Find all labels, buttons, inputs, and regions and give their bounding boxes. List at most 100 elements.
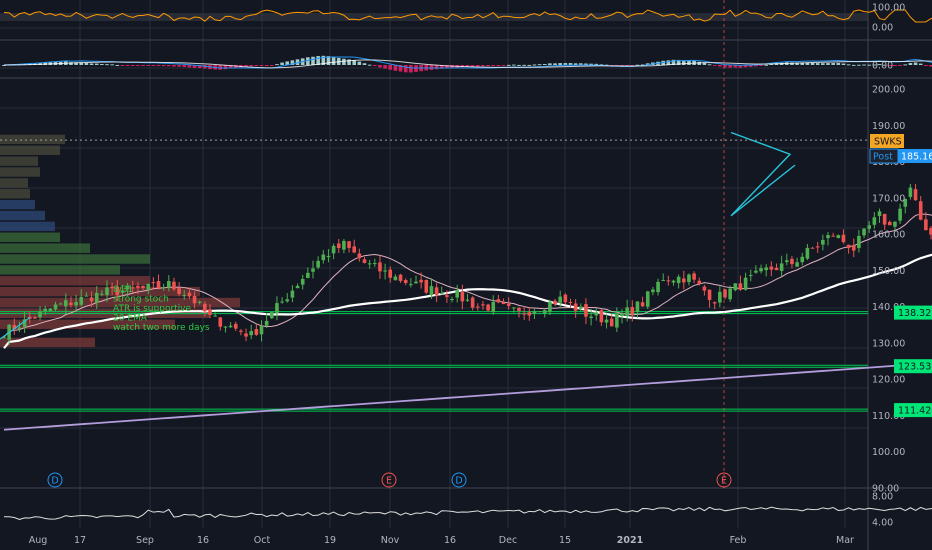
candle-body [486,304,490,311]
candle-body [409,284,413,286]
price-axis-label: 100.00 [872,447,905,458]
macd-bar [851,64,856,66]
macd-bar [712,65,717,66]
candle-body [888,221,892,226]
macd-bar [470,65,475,67]
candle-body [872,217,877,225]
candle-body [48,308,53,311]
macd-bar [367,64,372,66]
candle-body [378,262,382,272]
candle-body [383,270,387,272]
macd-bar [589,63,593,65]
candle-body [197,301,202,303]
macd-signal-line [3,59,932,69]
candle-body [403,280,408,283]
rsi-axis-label: 100.00 [872,3,905,14]
atr-axis-label: 8.00 [872,492,893,503]
macd-bar [2,65,6,66]
candle-body [439,293,444,295]
candle-body [790,258,794,265]
macd-bar [398,65,403,72]
candle-body [388,269,393,278]
macd-bar [553,63,557,65]
macd-bar [476,65,480,67]
candle-body [496,299,501,303]
macd-bar [491,65,496,67]
candle-body [58,303,63,305]
candle-body [826,235,830,239]
macd-bar [501,65,506,66]
macd-bar [810,62,815,65]
macd-bar [913,62,918,65]
macd-bar [331,57,336,65]
macd-bar [800,62,805,65]
candle-body [300,278,305,285]
candle-body [203,303,207,312]
candle-body [748,275,753,277]
macd-bar [645,63,650,65]
macd-bar [203,65,207,69]
candle-body [33,317,37,319]
macd-bar [759,65,763,66]
candle-body [671,280,676,283]
event-marker-label: D [455,476,462,487]
macd-bar [352,60,356,65]
candle-body [537,311,542,313]
candle-body [53,304,58,310]
macd-bar [130,65,135,66]
macd-bar [311,56,315,65]
volume-profile-row [0,265,120,275]
volume-profile-row [0,232,60,242]
candle-body [774,267,779,271]
volume-profile-row [0,134,65,145]
macd-bar [882,64,887,66]
atr-line [3,506,932,520]
macd-bar [486,65,490,67]
macd-bar [707,64,712,66]
macd-bar [558,63,562,65]
candle-body [130,287,135,289]
macd-bar [903,64,908,66]
candle-body [254,329,259,335]
volume-profile-row [0,210,45,221]
macd-bar [275,64,279,66]
candle-body [718,291,722,303]
macd-bar [89,63,94,65]
macd-bar [738,65,743,68]
candle-body [908,187,913,197]
event-marker-label: D [51,476,58,487]
macd-bar [378,65,382,68]
macd-bar [857,64,861,66]
candle-body [692,273,696,280]
candle-body [815,246,820,248]
macd-bar [831,63,835,65]
candle-body [177,288,181,294]
macd-bar [295,59,300,65]
candle-body [64,300,68,307]
macd-bar [867,64,871,66]
candle-body [455,290,459,298]
macd-bar [728,65,732,68]
candle-body [728,288,732,300]
time-axis-label: Sep [136,535,154,546]
candle-body [527,312,532,316]
volume-profile-row [0,276,150,286]
event-marker [716,472,732,488]
symbol-tag-box [870,134,904,148]
candle-body [764,267,768,271]
candle-body [89,297,94,302]
macd-bar [908,63,913,65]
macd-bar [630,65,635,66]
macd-bar [141,65,145,66]
candle-body [676,276,681,284]
macd-bar [836,62,841,65]
macd-bar [924,65,928,66]
macd-bar [326,56,331,65]
candle-body [311,268,315,272]
macd-bar [625,65,629,66]
event-marker [451,472,467,488]
time-axis-label: Feb [730,535,747,546]
price-tag-value-box [898,149,932,163]
macd-bar [563,63,568,65]
